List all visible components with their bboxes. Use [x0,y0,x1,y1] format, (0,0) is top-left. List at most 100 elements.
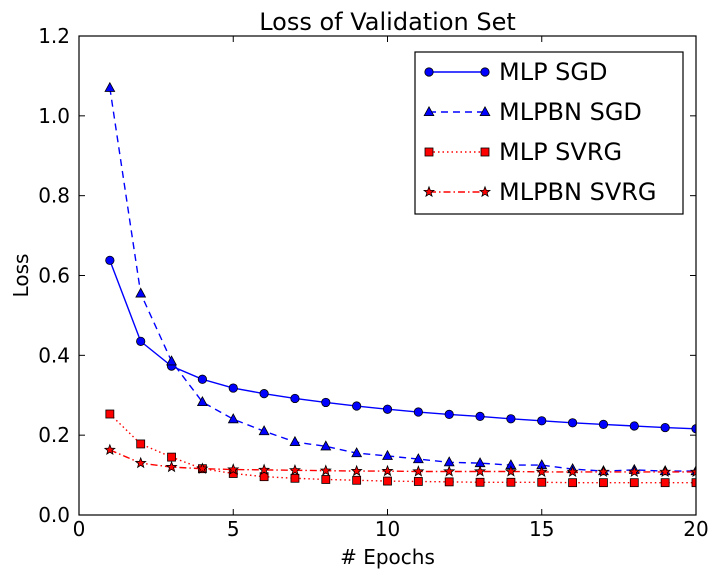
data-point-mlpbn-sgd [412,453,424,464]
series-layer [103,81,696,488]
data-point-mlp-svrg [475,477,485,487]
data-point-mlp-sgd [567,418,578,428]
data-point-mlpbn-svrg [474,465,487,477]
data-point-mlpbn-svrg [350,464,363,477]
x-axis-label: # Epochs [340,545,435,569]
x-tick-label: 5 [227,517,240,541]
data-point-mlp-sgd [136,336,146,346]
legend-label-mlpbn-svrg: MLPBN SVRG [499,178,657,206]
data-point-mlpbn-svrg [659,465,672,478]
y-axis-label: Loss [9,254,33,298]
data-point-mlpbn-svrg [566,465,579,478]
y-tick-label: 0.2 [38,423,70,447]
data-point-mlpbn-sgd [166,355,178,366]
data-point-mlpbn-svrg [227,463,240,475]
data-point-mlpbn-svrg [258,463,271,476]
data-point-mlpbn-sgd [135,287,147,298]
data-point-mlpbn-sgd [227,413,239,424]
y-tick-label: 1.0 [38,104,70,128]
series-line-mlp-svrg [109,413,696,484]
series-line-mlp-sgd [109,260,696,430]
legend-label-mlp-svrg: MLP SVRG [499,138,622,166]
y-tick-label: 1.2 [38,24,70,48]
y-tick-label: 0.4 [38,343,70,367]
data-point-mlpbn-svrg [381,464,394,477]
data-point-mlp-sgd [660,422,670,433]
data-point-mlp-sgd [598,419,609,429]
data-point-mlpbn-svrg [412,465,425,477]
data-point-mlp-svrg [352,475,362,485]
legend: MLP SGD MLPBN SGD MLP SVRG MLPBN SVRG [414,51,684,215]
data-point-mlp-svrg [136,439,146,449]
data-point-mlp-svrg [383,476,392,486]
data-point-mlpbn-sgd [382,449,393,460]
data-point-mlp-svrg [599,478,608,488]
data-point-mlp-sgd [475,411,485,422]
data-point-mlpbn-sgd [351,447,363,458]
data-point-mlpbn-svrg [443,465,456,477]
data-point-mlpbn-sgd [289,435,301,446]
data-point-mlpbn-svrg [319,464,332,476]
data-point-mlp-sgd [105,255,115,265]
data-point-mlp-svrg [105,409,115,419]
data-point-mlp-svrg [290,473,300,483]
x-tick-label: 15 [529,517,554,541]
data-point-mlp-sgd [259,389,269,399]
x-tick-label: 10 [375,517,400,541]
data-point-mlp-sgd [537,416,547,426]
data-point-mlp-svrg [691,478,696,488]
data-point-mlp-sgd [228,383,238,393]
legend-marker-mlpbn-sgd [423,105,435,116]
data-point-mlpbn-svrg [288,463,301,476]
data-point-mlpbn-svrg [597,465,610,478]
legend-label-mlpbn-sgd: MLPBN SGD [499,98,642,126]
legend-marker-mlpbn-svrg [478,185,492,198]
series-line-mlpbn-svrg [109,449,696,473]
data-point-mlp-svrg [537,477,547,487]
data-point-mlpbn-sgd [196,396,208,407]
y-tick-label: 0.8 [38,184,70,208]
data-point-mlpbn-svrg [628,465,641,478]
legend-marker-mlpbn-svrg [422,185,436,198]
data-point-mlp-sgd [444,409,454,420]
legend-marker-mlp-svrg [424,147,434,157]
legend-marker-mlp-sgd [424,67,434,77]
data-point-mlp-sgd [197,374,207,384]
data-point-mlpbn-sgd [258,425,270,436]
data-point-mlp-sgd [321,397,331,408]
data-point-mlpbn-sgd [320,440,332,451]
chart-title: Loss of Validation Set [259,8,516,36]
series-line-mlpbn-sgd [109,87,696,472]
legend-marker-mlpbn-sgd [479,105,491,116]
data-point-mlp-sgd [506,414,516,424]
data-point-mlp-svrg [629,478,639,488]
data-point-mlp-svrg [413,477,423,486]
legend-label-mlp-sgd: MLP SGD [499,58,608,86]
data-point-mlpbn-svrg [196,462,209,474]
data-point-mlp-sgd [413,407,423,417]
data-point-mlp-sgd [352,401,362,411]
data-point-mlp-sgd [629,421,639,431]
data-point-mlp-svrg [444,477,454,487]
data-point-mlp-svrg [506,477,516,487]
data-point-mlpbn-svrg [504,465,517,477]
data-point-mlp-svrg [167,452,176,462]
y-tick-label: 0.0 [38,503,70,527]
legend-box [414,51,684,215]
data-point-mlpbn-svrg [103,443,116,456]
data-point-mlp-svrg [568,478,577,488]
data-point-mlpbn-svrg [165,460,178,473]
data-point-mlpbn-svrg [689,465,696,478]
data-point-mlpbn-svrg [134,456,147,469]
data-point-mlp-sgd [382,404,393,414]
x-tick-label: 20 [683,517,708,541]
data-point-mlp-svrg [259,472,269,482]
y-tick-label: 0.6 [38,264,70,288]
legend-marker-mlp-svrg [480,147,490,157]
x-tick-label: 0 [73,517,86,541]
legend-marker-mlp-sgd [480,67,490,77]
plot-frame [78,35,697,516]
tick-layer: 0 5 10 15 20 0.0 0.2 0.4 0.6 0.8 1.0 1.2 [38,24,709,541]
